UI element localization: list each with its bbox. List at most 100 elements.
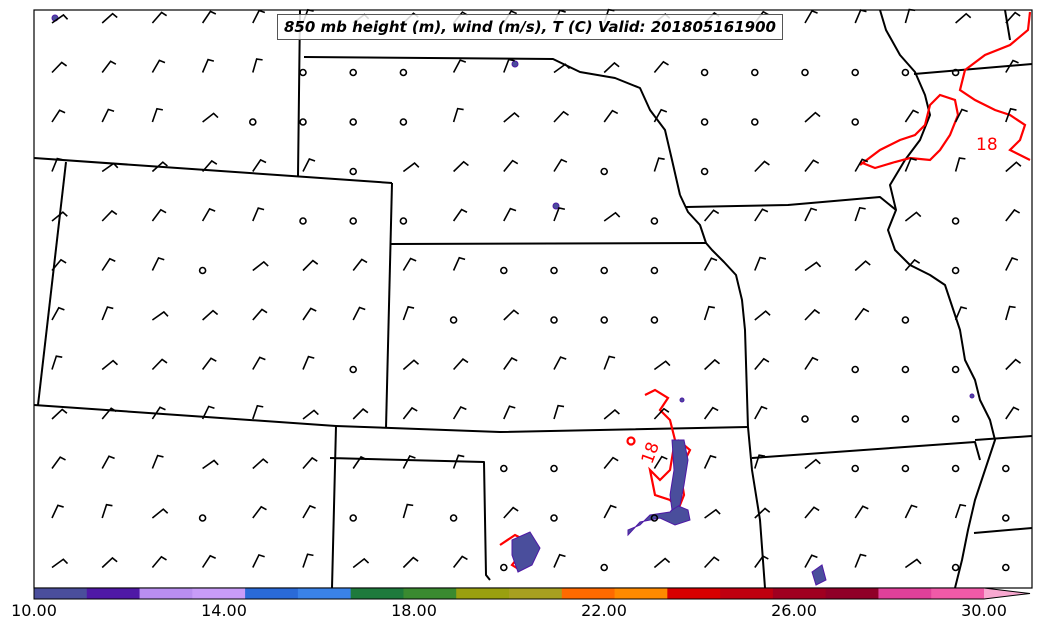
calm-wind-circle (550, 316, 558, 324)
wind-barb (452, 208, 468, 222)
wind-barb (101, 503, 113, 519)
wind-barb (402, 305, 415, 321)
wind-barb (402, 257, 417, 271)
wind-barb (302, 158, 316, 172)
wind-barb (151, 256, 165, 271)
wind-barb (1005, 161, 1022, 173)
wind-barb (51, 306, 65, 321)
calm-wind-circle (399, 217, 408, 225)
wind-barb (302, 456, 318, 470)
wind-barb (51, 456, 66, 469)
wy-co-border (33, 157, 393, 184)
wind-barb (101, 257, 116, 271)
calm-wind-circle (951, 415, 960, 423)
wind-barb (553, 404, 565, 420)
wind-barb (151, 406, 166, 420)
calm-wind-circle (349, 514, 358, 522)
colorbar-segment (614, 588, 668, 599)
wind-barb (653, 455, 668, 469)
calm-wind-circle (650, 514, 659, 522)
wind-barb (904, 558, 922, 569)
wind-barb (804, 159, 820, 172)
calm-wind-circle (801, 415, 809, 423)
wind-barb (452, 256, 466, 271)
wind-barb (352, 258, 368, 271)
calm-wind-circle (700, 167, 709, 176)
wind-barb (804, 111, 821, 123)
wind-barb (151, 107, 164, 123)
wind-barb (252, 458, 269, 470)
ne-ks-border (389, 242, 707, 245)
wind-barb (754, 454, 766, 469)
wind-barb (804, 506, 820, 519)
wind-barb (854, 9, 867, 24)
calm-wind-circle (951, 266, 960, 275)
calm-wind-circle (550, 266, 558, 275)
wind-barb (503, 207, 517, 222)
wind-barb (804, 261, 822, 272)
wind-barb (201, 58, 215, 73)
wind-barb (453, 160, 469, 173)
wind-barb (553, 158, 568, 172)
wind-barb (151, 208, 167, 222)
wind-barb (101, 209, 118, 222)
calm-wind-circle (1001, 464, 1010, 473)
colorbar-segment (245, 588, 299, 599)
wind-barb (804, 9, 818, 24)
wind-barb (51, 13, 69, 24)
wind-barb (954, 108, 968, 123)
wind-barb (201, 357, 217, 370)
wind-barb (452, 555, 468, 568)
wind-barb (603, 504, 617, 519)
wind-barb (402, 359, 420, 371)
wind-barb (201, 10, 217, 24)
wind-barb (252, 207, 265, 222)
calm-wind-circle (499, 464, 508, 473)
wind-barb (51, 258, 67, 272)
wind-barb (854, 260, 871, 272)
wind-barb (51, 504, 64, 519)
calm-wind-circle (399, 118, 408, 126)
wind-barb (603, 408, 620, 420)
wind-barb (302, 259, 319, 272)
precip-ar (811, 564, 827, 586)
calm-wind-circle (650, 217, 659, 225)
colorbar-segment (139, 588, 193, 599)
calm-wind-circle (750, 118, 759, 126)
wind-barb (252, 404, 264, 420)
calm-wind-circle (851, 68, 860, 77)
colorbar-tick: 10.00 (11, 601, 57, 620)
wind-barb (202, 112, 219, 123)
calm-wind-circle (399, 68, 408, 77)
wind-barb (402, 503, 414, 519)
wind-barb (302, 504, 316, 519)
wind-barb (352, 455, 367, 469)
calm-wind-circle (951, 365, 960, 374)
colorbar-segment (86, 588, 141, 599)
wind-barb (252, 9, 266, 24)
wind-barb (402, 162, 420, 173)
wind-barb (603, 355, 616, 370)
wind-barb (252, 553, 265, 568)
wind-barb (1005, 406, 1020, 420)
wind-barb (503, 309, 520, 321)
calm-wind-circle (349, 118, 358, 126)
wind-barb (854, 158, 869, 172)
colorbar-segment (297, 588, 352, 599)
wind-barb (252, 505, 267, 519)
calm-wind-circle (901, 68, 910, 77)
wind-barb (151, 310, 169, 321)
wind-barb (101, 359, 119, 371)
wind-barb (201, 207, 216, 222)
calm-wind-circle (851, 365, 860, 374)
wind-barb (1005, 107, 1017, 123)
wind-barb (151, 59, 166, 73)
wind-barb (904, 211, 922, 222)
precip-small-3 (969, 393, 975, 399)
wind-barb (1005, 11, 1021, 24)
wind-barb (704, 556, 720, 569)
colorbar-segment (34, 588, 88, 599)
wind-barb (904, 157, 917, 172)
wind-barb (352, 408, 369, 420)
calm-wind-circle (299, 118, 307, 126)
